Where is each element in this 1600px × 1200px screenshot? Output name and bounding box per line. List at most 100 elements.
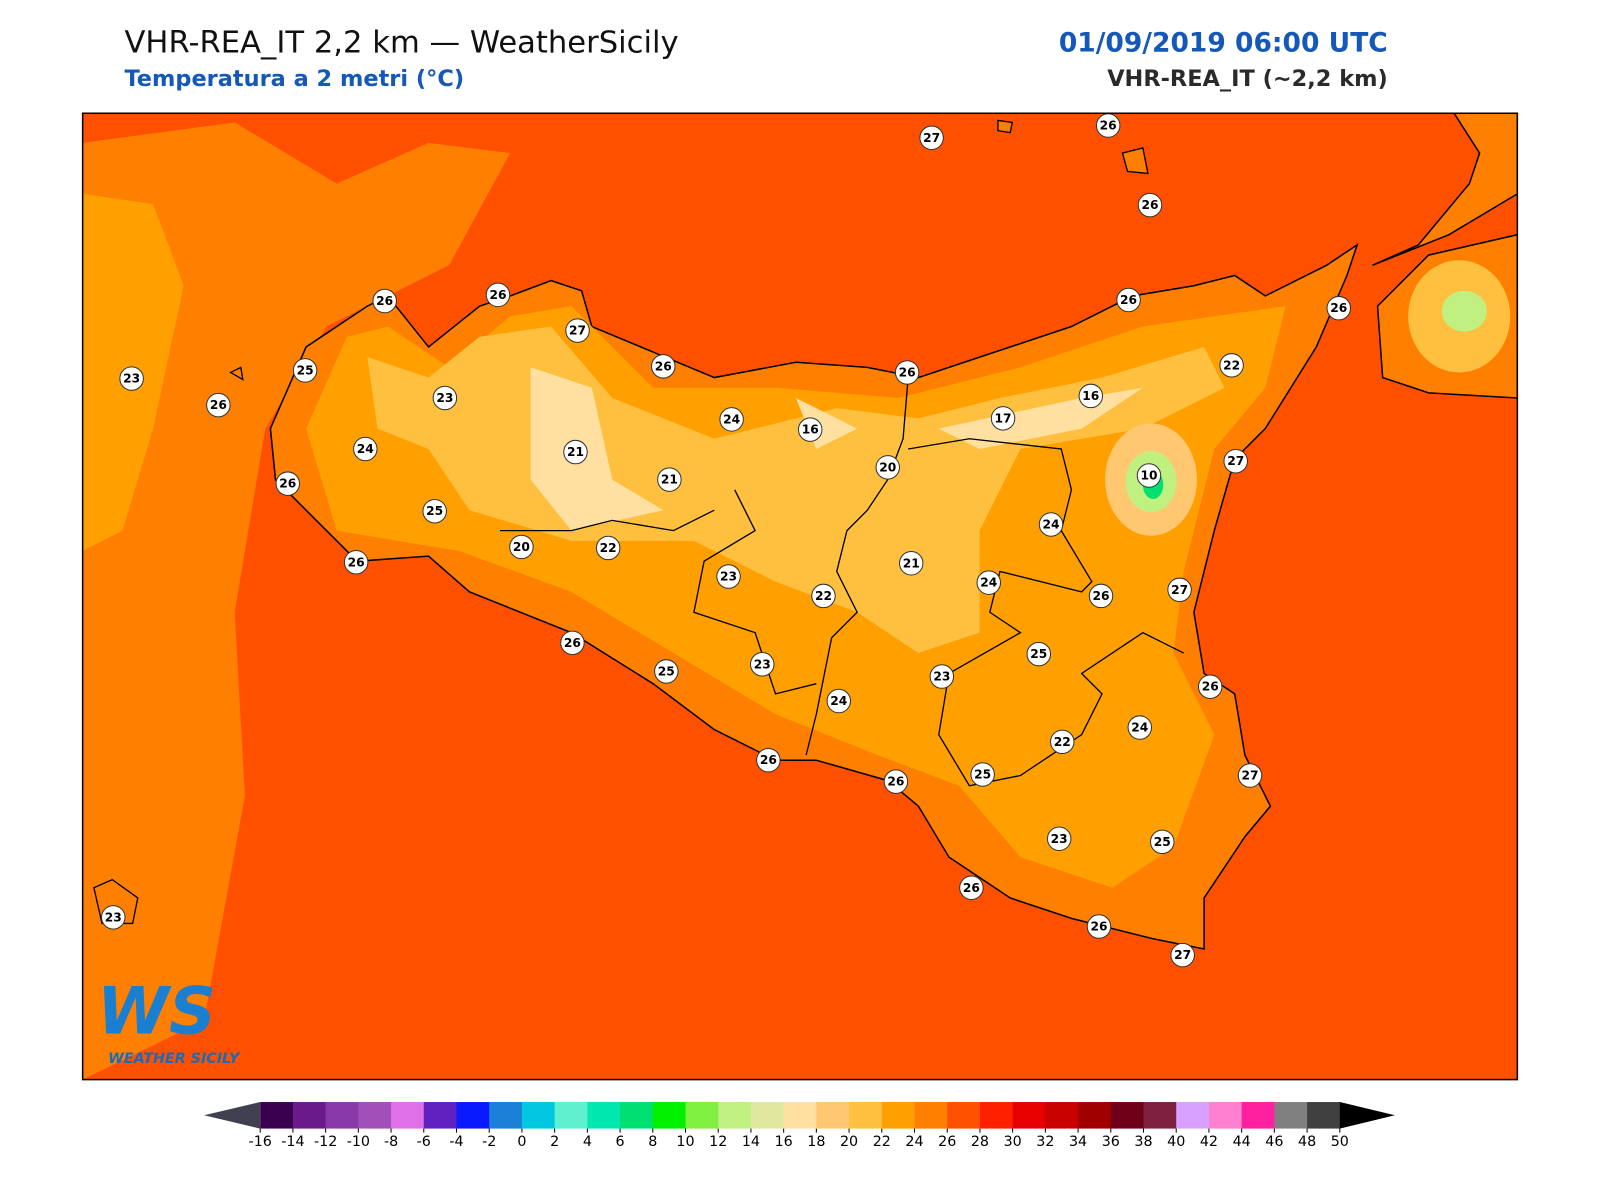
cool-area (1441, 290, 1487, 332)
colorbar-tick-label: -12 (314, 1134, 337, 1150)
station-value: 26 (887, 775, 904, 789)
colorbar-cell (1274, 1102, 1308, 1129)
colorbar-tick-label: 46 (1265, 1134, 1283, 1150)
colorbar-tick-label: 48 (1298, 1134, 1316, 1150)
station-marker (756, 747, 781, 773)
station-marker (797, 417, 823, 442)
logo-name: WEATHER SICILY (108, 1051, 241, 1067)
station-value: 27 (1171, 583, 1188, 597)
colorbar-cell (292, 1102, 327, 1129)
colorbar-cell (1208, 1102, 1243, 1129)
colorbar-tick-label: -10 (347, 1134, 370, 1150)
station-value: 25 (1030, 647, 1047, 661)
colorbar-cell (521, 1102, 556, 1129)
station-marker (343, 550, 369, 575)
colorbar-tick-label: 16 (775, 1134, 793, 1150)
station-value: 22 (1223, 358, 1240, 372)
station-marker (509, 534, 534, 560)
station-marker (1136, 463, 1162, 488)
colorbar-cell (979, 1102, 1014, 1129)
station-value: 27 (923, 131, 940, 145)
station-value: 24 (980, 576, 997, 590)
station-value: 26 (564, 636, 581, 650)
colorbar-tick-label: -2 (482, 1134, 496, 1150)
station-value: 26 (489, 288, 506, 302)
station-marker (101, 905, 126, 930)
station-value: 24 (723, 412, 740, 426)
station-marker (811, 583, 836, 609)
station-marker (485, 282, 511, 308)
colorbar-cell (620, 1102, 654, 1129)
station-marker (275, 471, 300, 496)
colorbar-tick-label: 4 (583, 1134, 592, 1150)
station-marker (206, 392, 231, 418)
station-value: 22 (815, 589, 832, 603)
colorbar-tick-label: -16 (249, 1134, 272, 1150)
colorbar-cell (587, 1102, 621, 1129)
station-value: 23 (105, 910, 122, 924)
colorbar-cell (489, 1102, 523, 1129)
station-marker (1170, 942, 1195, 968)
station-marker (1237, 763, 1263, 788)
datetime: 01/09/2019 06:00 UTC (1059, 27, 1388, 58)
station-value: 26 (1141, 198, 1158, 212)
station-marker (1046, 826, 1072, 852)
colorbar-tick-label: -14 (281, 1134, 304, 1150)
colorbar-tick-label: 30 (1004, 1134, 1022, 1150)
colorbar-tick-label: 36 (1102, 1134, 1120, 1150)
station-value: 26 (1202, 680, 1219, 694)
colorbar-tick-label: 50 (1331, 1134, 1349, 1150)
station-marker (826, 688, 852, 714)
station-marker (719, 407, 744, 432)
station-marker (1150, 829, 1175, 855)
colorbar-cell (1307, 1102, 1341, 1129)
colorbar-cell (554, 1102, 588, 1129)
colorbar-tick-label: 6 (616, 1134, 625, 1150)
station-marker (1219, 353, 1244, 378)
colorbar-cell (391, 1102, 425, 1129)
colorbar-tick-label: 24 (905, 1134, 923, 1150)
colorbar-tick-label: 26 (938, 1134, 956, 1150)
station-marker (595, 535, 621, 561)
station-marker (560, 630, 585, 656)
warm-sea (82, 122, 511, 1080)
colorbar-tick-label: 10 (676, 1134, 694, 1150)
station-marker (372, 288, 397, 314)
colorbar-tick-label: -6 (417, 1134, 431, 1150)
colorbar-tick-label: 8 (648, 1134, 657, 1150)
station-marker (883, 769, 909, 794)
station-value: 26 (1100, 119, 1117, 133)
station-value: 21 (661, 473, 678, 487)
station-marker (1038, 512, 1064, 537)
colorbar-tick-label: 42 (1200, 1134, 1218, 1150)
station-marker (565, 318, 590, 343)
station-marker (1137, 192, 1163, 218)
station-value: 24 (1043, 518, 1060, 532)
colorbar-tick-label: 18 (807, 1134, 825, 1150)
station-marker (657, 467, 682, 492)
colorbar-cell (816, 1102, 850, 1129)
station-value: 21 (567, 445, 584, 459)
colorbar-cell (1110, 1102, 1145, 1129)
station-value: 26 (1120, 293, 1137, 307)
station-value: 26 (210, 398, 227, 412)
colorbar-tick-label: 12 (709, 1134, 727, 1150)
stations: 27 26 26 26 26 27 26 23 25 26 23 24 21 24 16 26 26 26 22 16… (101, 113, 1352, 968)
colorbar-cell (1012, 1102, 1046, 1129)
station-value: 24 (1131, 721, 1148, 735)
station-marker (1078, 383, 1104, 409)
station-value: 26 (348, 555, 365, 569)
station-value: 26 (1093, 589, 1110, 603)
station-marker (970, 762, 995, 787)
station-value: 23 (754, 657, 771, 671)
station-marker (1086, 914, 1112, 939)
station-marker (432, 385, 458, 411)
map-frame (81, 112, 1519, 1081)
station-value: 20 (879, 460, 896, 474)
station-value: 10 (1140, 469, 1157, 483)
station-marker (422, 498, 447, 524)
subtitle: Temperatura a 2 metri (°C) (124, 66, 464, 92)
station-value: 16 (802, 423, 819, 437)
station-value: 27 (1227, 454, 1244, 468)
station-marker (654, 659, 679, 684)
